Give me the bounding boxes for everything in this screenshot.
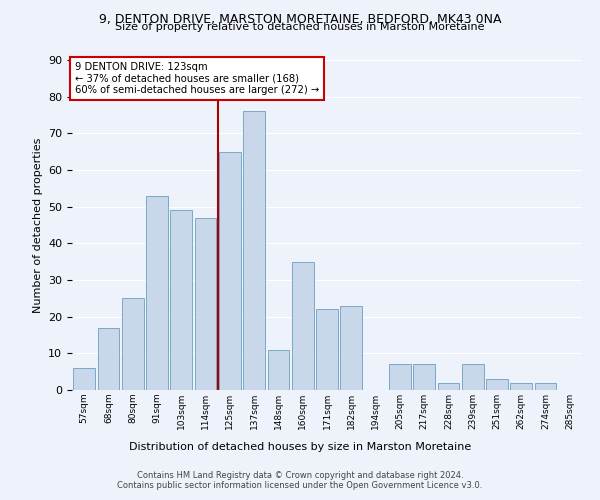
Bar: [97, 328, 119, 390]
Bar: [340, 306, 362, 390]
Bar: [122, 298, 143, 390]
Text: Contains HM Land Registry data © Crown copyright and database right 2024.
Contai: Contains HM Land Registry data © Crown c…: [118, 470, 482, 490]
Text: Size of property relative to detached houses in Marston Moretaine: Size of property relative to detached ho…: [115, 22, 485, 32]
Bar: [170, 210, 192, 390]
Bar: [219, 152, 241, 390]
Y-axis label: Number of detached properties: Number of detached properties: [32, 138, 43, 312]
Bar: [292, 262, 314, 390]
Bar: [511, 382, 532, 390]
Text: 9 DENTON DRIVE: 123sqm
← 37% of detached houses are smaller (168)
60% of semi-de: 9 DENTON DRIVE: 123sqm ← 37% of detached…: [74, 62, 319, 95]
Text: Distribution of detached houses by size in Marston Moretaine: Distribution of detached houses by size …: [129, 442, 471, 452]
Text: 9, DENTON DRIVE, MARSTON MORETAINE, BEDFORD, MK43 0NA: 9, DENTON DRIVE, MARSTON MORETAINE, BEDF…: [99, 12, 501, 26]
Bar: [194, 218, 217, 390]
Bar: [316, 310, 338, 390]
Bar: [389, 364, 411, 390]
Bar: [462, 364, 484, 390]
Bar: [243, 112, 265, 390]
Bar: [535, 382, 556, 390]
Bar: [268, 350, 289, 390]
Bar: [486, 379, 508, 390]
Bar: [146, 196, 168, 390]
Bar: [73, 368, 95, 390]
Bar: [413, 364, 435, 390]
Bar: [437, 382, 460, 390]
